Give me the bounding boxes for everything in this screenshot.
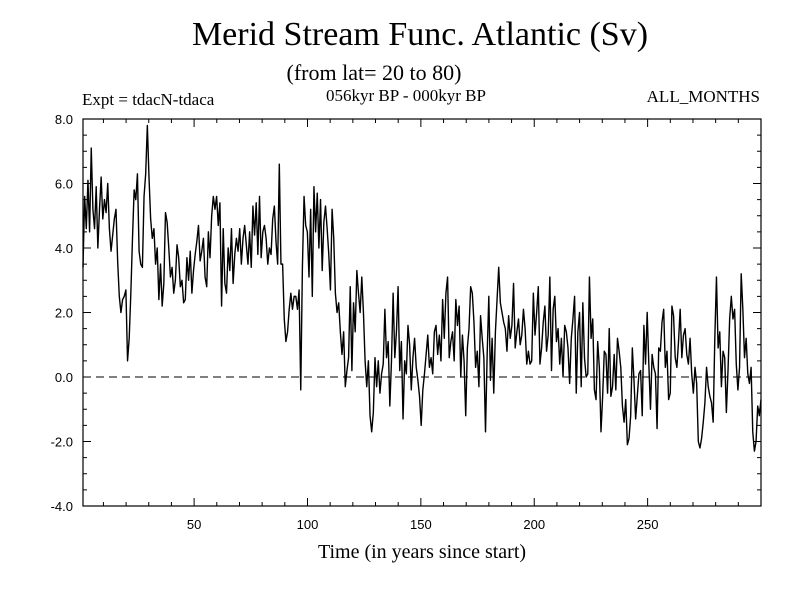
y-tick-label: 4.0 bbox=[55, 241, 73, 256]
x-tick-label: 100 bbox=[297, 517, 319, 532]
chart-subtitle: (from lat= 20 to 80) bbox=[286, 60, 462, 85]
chart-title: Merid Stream Func. Atlantic (Sv) bbox=[191, 16, 649, 53]
series-line bbox=[82, 124, 762, 452]
period-label: 056kyr BP - 000kyr BP bbox=[326, 86, 486, 105]
experiment-label: Expt = tdacN-tdaca bbox=[82, 90, 215, 109]
x-axis-label: Time (in years since start) bbox=[318, 541, 526, 563]
x-tick-label: 200 bbox=[523, 517, 545, 532]
x-tick-label: 150 bbox=[410, 517, 432, 532]
plot-frame bbox=[82, 118, 762, 507]
y-tick-label: 8.0 bbox=[55, 112, 73, 127]
months-label: ALL_MONTHS bbox=[646, 87, 760, 106]
y-tick-label: 2.0 bbox=[55, 306, 73, 321]
axis-ticks bbox=[83, 118, 762, 507]
y-tick-label: -4.0 bbox=[51, 499, 73, 514]
tick-labels: -4.0 -2.0 0.0 2.0 4.0 6.0 8.0 50 100 150 200 250 bbox=[51, 112, 659, 532]
series-group bbox=[82, 124, 762, 452]
y-tick-label: -2.0 bbox=[51, 435, 73, 450]
y-tick-label: 0.0 bbox=[55, 370, 73, 385]
x-tick-label: 250 bbox=[637, 517, 659, 532]
x-tick-label: 50 bbox=[187, 517, 201, 532]
y-tick-label: 6.0 bbox=[55, 177, 73, 192]
